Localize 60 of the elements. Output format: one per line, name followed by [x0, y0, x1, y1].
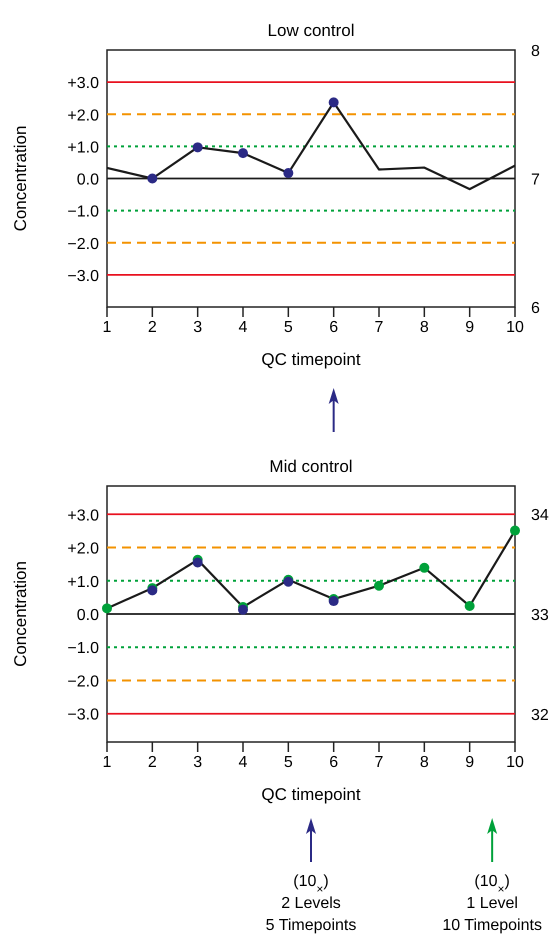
point	[192, 557, 203, 568]
x-tick-label: 5	[284, 319, 293, 336]
x-tick-label: 2	[148, 319, 157, 336]
y2-tick-label: 6	[531, 300, 540, 317]
chart-title: Mid control	[269, 457, 353, 476]
y-tick-label: 0.0	[76, 607, 100, 624]
x-tick-label: 3	[193, 754, 202, 771]
text: (10$_{×}$) 1 Level 10 Timepoints	[442, 873, 542, 934]
y-tick-label: +3.0	[67, 75, 100, 92]
chart-title: Low control	[268, 21, 354, 40]
y2-tick-label: 34	[531, 507, 549, 524]
y-tick-label: +2.0	[67, 107, 100, 124]
x-axis-title: QC timepoint	[261, 350, 361, 369]
x-tick-label: 9	[465, 754, 474, 771]
y-tick-label: +1.0	[67, 139, 100, 156]
point	[147, 174, 158, 184]
y2-tick-label: 8	[531, 43, 540, 60]
x-tick-label: 4	[238, 319, 248, 336]
point	[192, 142, 203, 152]
y2-tick-label: 7	[531, 172, 540, 188]
point	[328, 97, 339, 108]
point	[238, 604, 248, 615]
point	[510, 526, 520, 536]
y-axis-title: Concentration	[11, 126, 30, 232]
y-tick-label: +3.0	[67, 507, 100, 524]
y-tick-label: +1.0	[67, 574, 100, 591]
text: (10$_{×}$) 2 Levels 5 Timepoints	[266, 873, 356, 934]
point	[374, 580, 384, 591]
x-tick-label: 4	[238, 754, 248, 771]
point	[419, 562, 430, 573]
point	[238, 148, 248, 158]
x-tick-label: 10	[506, 319, 524, 336]
y-tick-label: −1.0	[67, 640, 100, 658]
y2-tick-label: 33	[531, 607, 549, 624]
x-tick-label: 6	[329, 319, 338, 336]
x-tick-label: 1	[102, 319, 112, 336]
x-tick-label: 10	[506, 754, 524, 771]
y-tick-label: +2.0	[67, 540, 100, 558]
x-tick-label: 8	[420, 754, 429, 771]
x-tick-label: 3	[193, 319, 202, 336]
y-tick-label: −3.0	[67, 706, 100, 724]
x-tick-label: 6	[329, 754, 338, 771]
y-axis-title: Concentration	[11, 561, 30, 667]
point	[283, 168, 294, 178]
x-tick-label: 2	[148, 754, 157, 771]
x-tick-label: 5	[284, 754, 293, 771]
y-tick-label: −2.0	[67, 673, 100, 690]
y-tick-label: −2.0	[67, 236, 100, 253]
x-tick-label: 7	[374, 319, 384, 336]
x-tick-label: 8	[420, 319, 429, 336]
x-tick-label: 1	[102, 754, 112, 771]
point	[464, 601, 475, 612]
y-tick-label: 0.0	[76, 172, 100, 188]
y-tick-label: −3.0	[67, 268, 100, 285]
y2-tick-label: 32	[531, 707, 549, 724]
x-tick-label: 7	[374, 754, 384, 771]
x-tick-label: 9	[465, 319, 474, 336]
point	[102, 603, 112, 614]
x-axis-title: QC timepoint	[261, 785, 361, 804]
y-tick-label: −1.0	[67, 204, 100, 221]
